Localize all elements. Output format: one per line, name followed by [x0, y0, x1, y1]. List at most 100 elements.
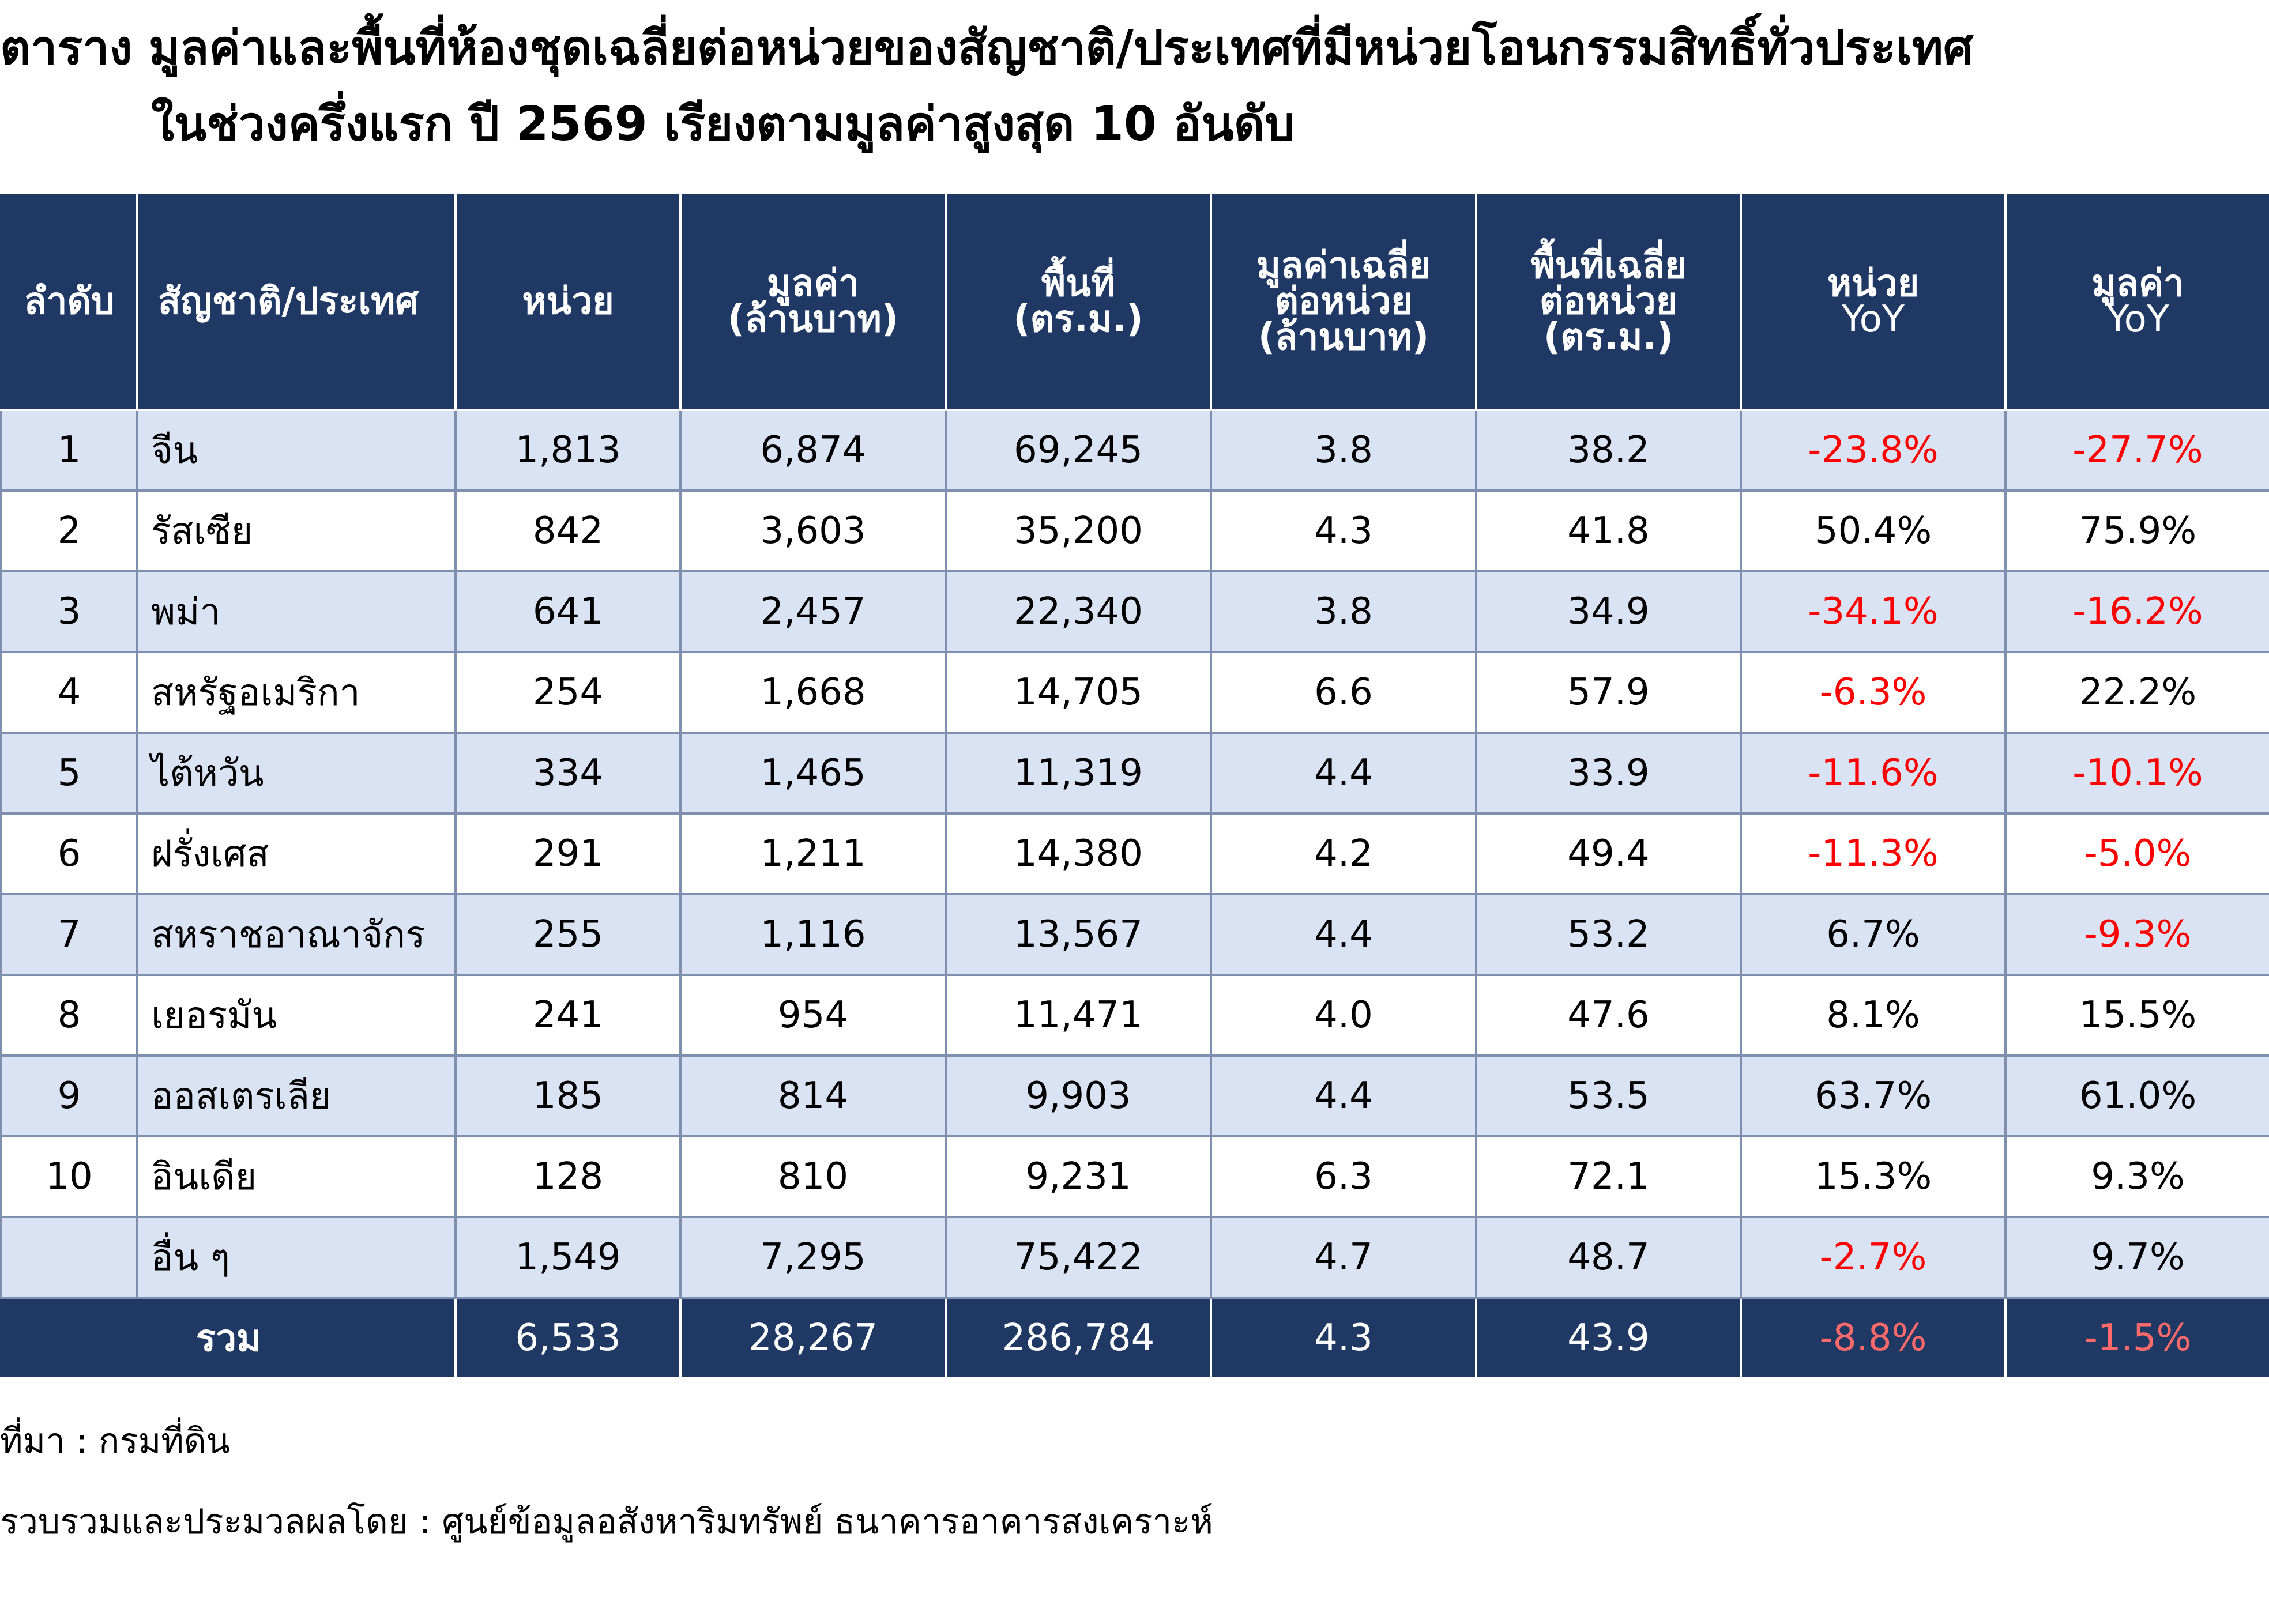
total-area: 286,784 — [945, 1297, 1212, 1380]
cell-avg-area: 48.7 — [1475, 1216, 1742, 1299]
cell-units-yoy: 6.7% — [1740, 893, 2007, 976]
header-value-yoy: มูลค่า YoY — [2004, 192, 2269, 411]
header-units: หน่วย — [454, 192, 682, 411]
table-row: 6 ฝรั่งเศส 291 1,211 14,380 4.2 49.4 -11… — [0, 812, 2269, 895]
header-area-line: (ตร.ม.) — [1013, 298, 1143, 341]
source-note: ที่มา : กรมที่ดิน — [0, 1421, 230, 1461]
cell-value-yoy: -16.2% — [2004, 570, 2269, 653]
cell-value: 2,457 — [679, 570, 947, 653]
cell-rank: 7 — [0, 893, 138, 976]
cell-value-yoy: 9.7% — [2004, 1216, 2269, 1299]
cell-country: สหราชอาณาจักร — [136, 893, 457, 976]
cell-value: 1,465 — [679, 732, 947, 815]
header-value-line: มูลค่า — [766, 262, 860, 305]
cell-area: 13,567 — [945, 893, 1212, 976]
cell-area: 9,231 — [945, 1135, 1212, 1218]
total-avg-value: 4.3 — [1210, 1297, 1477, 1380]
cell-units: 255 — [454, 893, 682, 976]
cell-rank: 2 — [0, 489, 138, 572]
cell-value: 1,116 — [679, 893, 947, 976]
cell-area: 22,340 — [945, 570, 1212, 653]
cell-country: ออสเตรเลีย — [136, 1054, 457, 1137]
cell-value-yoy: 9.3% — [2004, 1135, 2269, 1218]
table-title: ตาราง มูลค่าและพื้นที่ห้องชุดเฉลี่ยต่อหน… — [0, 10, 1973, 163]
header-avg-value-line: (ล้านบาท) — [1258, 316, 1429, 359]
table-row: 4 สหรัฐอเมริกา 254 1,668 14,705 6.6 57.9… — [0, 651, 2269, 734]
cell-units-yoy: -23.8% — [1740, 409, 2007, 492]
cell-avg-value: 4.4 — [1210, 1054, 1477, 1137]
title-line-2: ในช่วงครึ่งแรก ปี 2569 เรียงตามมูลค่าสูง… — [151, 97, 1295, 152]
header-row: ลำดับ สัญชาติ/ประเทศ หน่วย มูลค่า (ล้านบ… — [0, 192, 2269, 411]
cell-avg-area: 57.9 — [1475, 651, 1742, 734]
cell-units: 1,813 — [454, 409, 682, 492]
cell-avg-value: 6.3 — [1210, 1135, 1477, 1218]
cell-country: อื่น ๆ — [136, 1216, 457, 1299]
cell-avg-value: 4.3 — [1210, 489, 1477, 572]
cell-avg-area: 41.8 — [1475, 489, 1742, 572]
cell-value-yoy: 15.5% — [2004, 974, 2269, 1057]
cell-rank: 10 — [0, 1135, 138, 1218]
cell-avg-value: 4.4 — [1210, 732, 1477, 815]
title-line-1: ตาราง มูลค่าและพื้นที่ห้องชุดเฉลี่ยต่อหน… — [0, 21, 1973, 76]
cell-value-yoy: -10.1% — [2004, 732, 2269, 815]
cell-country: จีน — [136, 409, 457, 492]
header-value-line: (ล้านบาท) — [727, 298, 899, 341]
cell-rank: 9 — [0, 1054, 138, 1137]
header-avg-value-line: ต่อหน่วย — [1274, 280, 1413, 323]
cell-avg-area: 72.1 — [1475, 1135, 1742, 1218]
cell-units-yoy: -2.7% — [1740, 1216, 2007, 1299]
cell-country: เยอรมัน — [136, 974, 457, 1057]
cell-units-yoy: 15.3% — [1740, 1135, 2007, 1218]
cell-avg-area: 53.5 — [1475, 1054, 1742, 1137]
header-avg-area-line: (ตร.ม.) — [1543, 316, 1674, 359]
table-row: 1 จีน 1,813 6,874 69,245 3.8 38.2 -23.8%… — [0, 409, 2269, 492]
cell-units-yoy: -34.1% — [1740, 570, 2007, 653]
cell-country: อินเดีย — [136, 1135, 457, 1218]
cell-area: 69,245 — [945, 409, 1212, 492]
compiled-by-note: รวบรวมและประมวลผลโดย : ศูนย์ข้อมูลอสังหา… — [0, 1502, 1213, 1542]
header-units-yoy-line: YoY — [1842, 298, 1905, 341]
cell-country: ฝรั่งเศส — [136, 812, 457, 895]
table-row: 8 เยอรมัน 241 954 11,471 4.0 47.6 8.1% 1… — [0, 974, 2269, 1057]
cell-rank: 8 — [0, 974, 138, 1057]
cell-value: 810 — [679, 1135, 947, 1218]
cell-area: 35,200 — [945, 489, 1212, 572]
cell-area: 9,903 — [945, 1054, 1212, 1137]
cell-value: 954 — [679, 974, 947, 1057]
cell-avg-area: 49.4 — [1475, 812, 1742, 895]
cell-units: 334 — [454, 732, 682, 815]
cell-rank: 4 — [0, 651, 138, 734]
cell-units: 128 — [454, 1135, 682, 1218]
cell-units: 641 — [454, 570, 682, 653]
cell-country: สหรัฐอเมริกา — [136, 651, 457, 734]
cell-units-yoy: -6.3% — [1740, 651, 2007, 734]
header-value-yoy-line: มูลค่า — [2091, 262, 2184, 305]
cell-units-yoy: 8.1% — [1740, 974, 2007, 1057]
cell-value-yoy: 22.2% — [2004, 651, 2269, 734]
cell-avg-value: 4.2 — [1210, 812, 1477, 895]
total-label: รวม — [0, 1297, 457, 1380]
table-row: 5 ไต้หวัน 334 1,465 11,319 4.4 33.9 -11.… — [0, 732, 2269, 815]
cell-country: ไต้หวัน — [136, 732, 457, 815]
table-row: 3 พม่า 641 2,457 22,340 3.8 34.9 -34.1% … — [0, 570, 2269, 653]
header-units-yoy: หน่วย YoY — [1740, 192, 2007, 411]
cell-rank: 3 — [0, 570, 138, 653]
cell-avg-area: 34.9 — [1475, 570, 1742, 653]
header-avg-area-line: พื้นที่เฉลี่ย — [1530, 244, 1687, 287]
cell-rank — [0, 1216, 138, 1299]
cell-area: 11,471 — [945, 974, 1212, 1057]
header-avg-area-line: ต่อหน่วย — [1539, 280, 1678, 323]
cell-avg-value: 4.4 — [1210, 893, 1477, 976]
cell-units: 1,549 — [454, 1216, 682, 1299]
cell-avg-area: 53.2 — [1475, 893, 1742, 976]
cell-value: 1,211 — [679, 812, 947, 895]
cell-area: 75,422 — [945, 1216, 1212, 1299]
header-avg-value: มูลค่าเฉลี่ย ต่อหน่วย (ล้านบาท) — [1210, 192, 1477, 411]
header-units-yoy-line: หน่วย — [1827, 262, 1920, 305]
cell-avg-value: 3.8 — [1210, 570, 1477, 653]
cell-rank: 5 — [0, 732, 138, 815]
table-row-others: อื่น ๆ 1,549 7,295 75,422 4.7 48.7 -2.7%… — [0, 1216, 2269, 1299]
table-row: 10 อินเดีย 128 810 9,231 6.3 72.1 15.3% … — [0, 1135, 2269, 1218]
cell-units: 842 — [454, 489, 682, 572]
cell-units: 291 — [454, 812, 682, 895]
